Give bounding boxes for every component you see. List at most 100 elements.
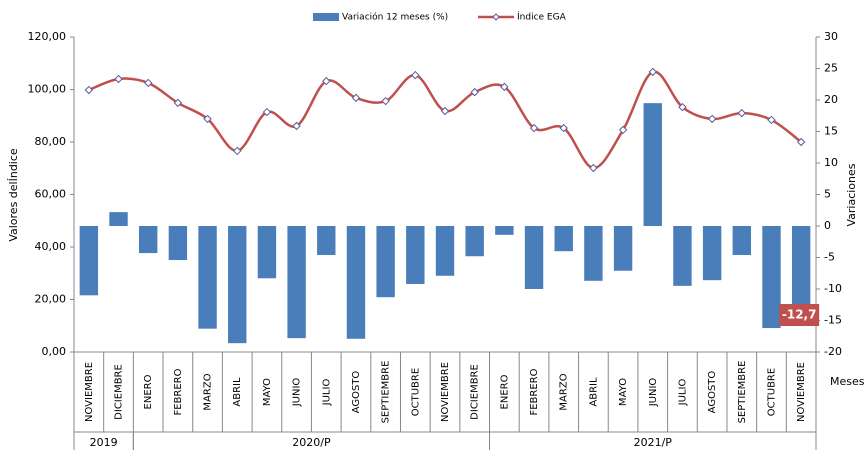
group-label: 2019 (90, 436, 118, 449)
y2-tick-label: 5 (824, 188, 831, 201)
bar (287, 226, 306, 339)
x-tick-label: FEBRERO (173, 368, 184, 415)
x-tick-label: MAYO (262, 378, 273, 406)
marker (678, 102, 687, 112)
bar (346, 226, 366, 339)
x-tick-label: MARZO (203, 373, 214, 410)
x-tick-label: NOVIEMBRE (84, 362, 95, 422)
bar (257, 226, 277, 279)
bar (406, 226, 425, 284)
x-tick-label: ABRIL (232, 377, 243, 407)
x-tick-label: MARZO (559, 373, 570, 410)
x-tick-label: SEPTIEMBRE (737, 361, 748, 424)
bar (702, 226, 722, 281)
marker (737, 108, 747, 118)
y2-tick-label: -15 (824, 314, 842, 327)
line (88, 70, 802, 170)
y-tick-label: 120,00 (28, 30, 67, 43)
marker (648, 67, 657, 77)
x-tick-label: OCTUBRE (766, 368, 777, 416)
marker (796, 137, 806, 147)
marker (84, 85, 94, 95)
y-tick-label: 80,00 (35, 135, 67, 148)
x-tick-label: ENERO (499, 374, 510, 409)
y-tick-label: 0,00 (42, 345, 67, 358)
bar (168, 226, 188, 261)
marker (292, 121, 301, 131)
bar (79, 226, 99, 296)
marker (529, 123, 539, 133)
bar (435, 226, 455, 276)
x-tick-label: ABRIL (588, 377, 599, 407)
x-tick-label: JULIO (321, 379, 332, 407)
legend-label: Variación 12 meses (%) (342, 12, 448, 23)
marker (618, 125, 628, 135)
y-tick-label: 60,00 (35, 188, 67, 201)
bar (732, 226, 752, 255)
bar (643, 103, 662, 226)
marker (411, 70, 420, 80)
value-label-box (779, 304, 820, 327)
marker (381, 96, 390, 106)
y2-axis-label: Variaciones (845, 163, 858, 226)
x-tick-label: AGOSTO (707, 371, 718, 414)
group-label: 2021/P (634, 436, 673, 449)
y2-tick-label: 0 (824, 219, 831, 232)
x-axis-label: Meses (830, 375, 864, 388)
legend-swatch (313, 13, 339, 21)
bar (317, 226, 336, 255)
legend-label: Índice EGA (517, 11, 567, 23)
bar (109, 212, 128, 226)
marker (114, 74, 123, 84)
marker (322, 76, 331, 86)
bar (584, 226, 603, 281)
y-tick-label: 100,00 (28, 83, 67, 96)
y2-tick-label: 25 (824, 62, 838, 75)
x-tick-label: JULIO (677, 379, 688, 407)
y2-tick-label: 20 (824, 93, 838, 106)
marker (143, 78, 153, 88)
value-label: -12,7 (782, 308, 817, 322)
x-tick-label: NOVIEMBRE (796, 362, 807, 422)
bar (198, 226, 217, 329)
x-tick-label: DICIEMBRE (470, 364, 481, 420)
bar (228, 226, 247, 344)
x-tick-label: OCTUBRE (410, 368, 421, 416)
x-tick-label: MAYO (618, 378, 629, 406)
x-tick-label: AGOSTO (351, 371, 362, 414)
x-tick-label: DICIEMBRE (114, 364, 125, 420)
marker (559, 123, 568, 133)
x-tick-label: SEPTIEMBRE (381, 361, 392, 424)
y2-tick-label: 30 (824, 30, 838, 43)
bar (465, 226, 484, 257)
marker (173, 98, 183, 108)
marker (440, 106, 450, 116)
marker (262, 107, 272, 117)
bar (762, 226, 781, 329)
bar (673, 226, 692, 286)
group-label: 2020/P (292, 436, 331, 449)
y-axis-label: Valores delÍndice (7, 148, 20, 242)
x-tick-label: JUNIO (292, 378, 303, 408)
marker (589, 163, 598, 173)
bar (138, 226, 158, 254)
y2-tick-label: 15 (824, 125, 838, 138)
marker (203, 114, 212, 124)
legend-marker (492, 13, 500, 21)
marker (707, 114, 717, 124)
x-tick-label: JUNIO (648, 378, 659, 408)
marker (233, 146, 242, 156)
marker (351, 93, 361, 103)
bar (613, 226, 633, 271)
marker (767, 115, 776, 125)
x-tick-label: NOVIEMBRE (440, 362, 451, 422)
y2-tick-label: -10 (824, 282, 842, 295)
marker (470, 87, 479, 97)
marker (500, 82, 509, 92)
y2-tick-label: 10 (824, 156, 838, 169)
bar (524, 226, 544, 289)
bar (791, 226, 811, 307)
x-tick-label: ENERO (143, 374, 154, 409)
y2-tick-label: -20 (824, 345, 842, 358)
